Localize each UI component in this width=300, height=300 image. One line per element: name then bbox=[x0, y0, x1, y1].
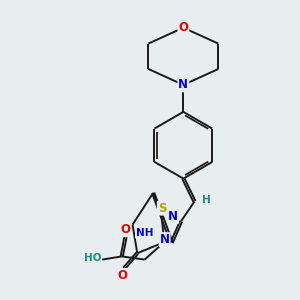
Text: H: H bbox=[202, 195, 211, 205]
Text: NH: NH bbox=[136, 228, 153, 238]
Text: N: N bbox=[160, 233, 170, 246]
Text: N: N bbox=[168, 210, 178, 223]
Text: S: S bbox=[158, 202, 166, 214]
Text: O: O bbox=[178, 21, 188, 34]
Text: O: O bbox=[117, 269, 128, 282]
Text: O: O bbox=[121, 223, 130, 236]
Text: N: N bbox=[178, 78, 188, 92]
Text: HO: HO bbox=[84, 253, 101, 263]
